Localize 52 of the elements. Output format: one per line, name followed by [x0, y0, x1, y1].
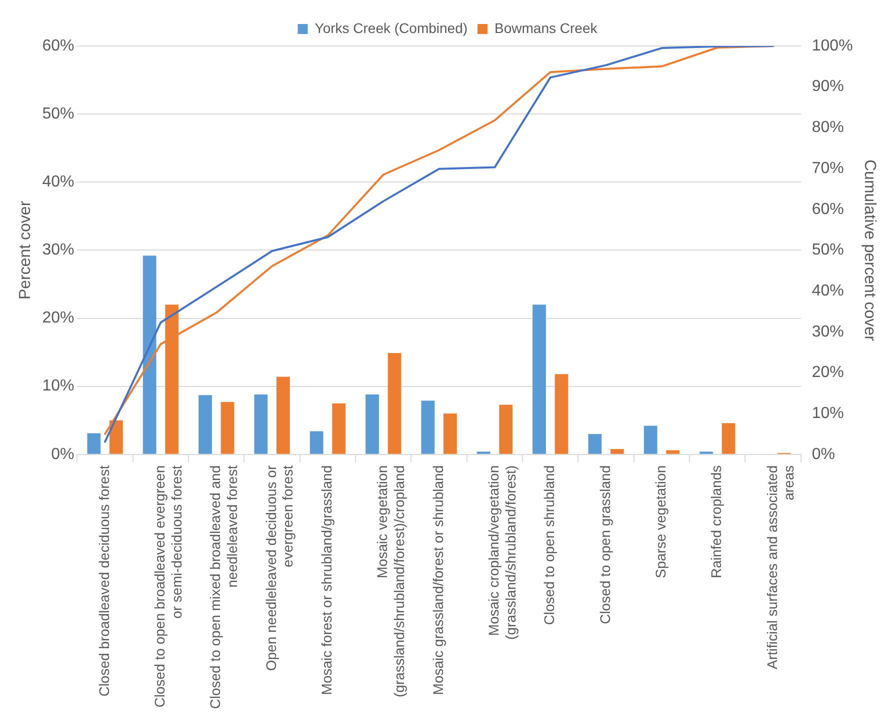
legend-label: Bowmans Creek [494, 20, 598, 36]
y2-axis-title: Cumulative percent cover [860, 159, 878, 342]
y2-tick-label: 80% [812, 119, 844, 136]
bar [666, 450, 680, 454]
y-tick-label: 30% [42, 242, 74, 259]
bar [142, 256, 156, 454]
y-axis-title: Percent cover [17, 200, 34, 300]
bar [366, 394, 379, 454]
x-tick-label: Closed to open grassland [596, 465, 613, 624]
x-tick-label: Closed to open shrubland [541, 465, 558, 625]
x-tick-label: Mosaic grassland/forest or shrubland [430, 465, 446, 695]
bar [444, 414, 457, 454]
bar [220, 402, 234, 454]
x-tick-label: Rainfed croplands [708, 465, 724, 578]
bar [421, 400, 435, 454]
y2-tick-label: 0% [812, 446, 836, 463]
y2-tick-label: 60% [812, 200, 844, 218]
y2-tick-label: 20% [812, 364, 844, 382]
bar [310, 431, 324, 454]
x-tick-label: Sparse vegetation [652, 465, 669, 578]
y2-tick-label: 100% [812, 37, 853, 54]
x-tick-label: Artificial surfaces and associated areas [764, 465, 797, 670]
bar [254, 394, 268, 454]
y-tick-label: 40% [42, 174, 74, 191]
bar [499, 404, 513, 454]
y-tick-label: 0% [51, 446, 74, 463]
bar [87, 433, 101, 454]
y-tick-label: 20% [42, 310, 74, 327]
x-tick-label: Closed to open broadleaved evergreen or semi-deciduous forest [152, 465, 184, 708]
bar [332, 403, 346, 454]
bar [588, 434, 602, 454]
y-tick-label: 60% [42, 37, 74, 54]
bar [532, 304, 546, 454]
y2-tick-label: 40% [812, 282, 844, 300]
y2-tick-label: 70% [812, 160, 844, 177]
y2-tick-label: 10% [812, 404, 844, 422]
y-tick-label: 10% [42, 378, 74, 395]
y2-tick-label: 30% [812, 323, 844, 340]
bar [722, 423, 736, 454]
bar [276, 376, 290, 454]
bar [388, 352, 402, 454]
x-tick-label: Closed broadleaved deciduous forest [96, 465, 112, 697]
y-tick-label: 50% [42, 105, 74, 122]
bar [554, 374, 568, 454]
legend-label: Yorks Creek (Combined) [314, 20, 468, 36]
bar [644, 426, 658, 454]
y2-tick-label: 90% [812, 78, 844, 96]
y2-tick-label: 50% [812, 242, 844, 259]
bar [610, 448, 624, 454]
x-tick-label: Mosaic cropland/vegetation (grassland/shrubland/forest) [486, 465, 518, 640]
x-tick-label: Mosaic forest or shrubland/grassland [318, 465, 335, 695]
bar [198, 395, 212, 454]
